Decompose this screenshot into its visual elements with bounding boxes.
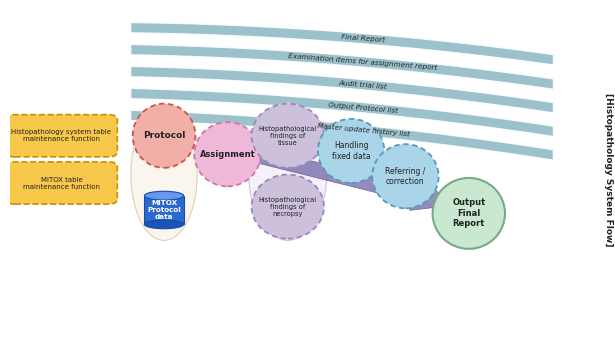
Text: Referring /
correction: Referring / correction	[385, 166, 426, 186]
Ellipse shape	[194, 122, 261, 186]
Text: Output
Final
Report: Output Final Report	[452, 199, 485, 228]
Polygon shape	[131, 45, 554, 89]
FancyBboxPatch shape	[6, 115, 117, 157]
Polygon shape	[259, 148, 457, 211]
Text: Assignment: Assignment	[199, 150, 255, 159]
Ellipse shape	[145, 220, 184, 229]
FancyBboxPatch shape	[6, 162, 117, 204]
Text: Master update history list: Master update history list	[317, 123, 410, 138]
Text: Final Report: Final Report	[341, 34, 385, 43]
Polygon shape	[131, 66, 554, 113]
Text: Histopathological
findings of
necropsy: Histopathological findings of necropsy	[259, 197, 317, 217]
FancyBboxPatch shape	[145, 196, 184, 224]
Ellipse shape	[252, 104, 324, 168]
Text: Protocol: Protocol	[143, 131, 185, 140]
Text: [Histopathology System Flow]: [Histopathology System Flow]	[605, 93, 613, 246]
Ellipse shape	[131, 109, 197, 240]
Ellipse shape	[248, 102, 327, 240]
Text: Histopathology system table
maintenance function: Histopathology system table maintenance …	[12, 129, 111, 142]
Ellipse shape	[318, 119, 384, 183]
Ellipse shape	[372, 144, 438, 208]
Text: MiTOX
Protocol
data: MiTOX Protocol data	[147, 200, 181, 220]
Polygon shape	[131, 111, 554, 160]
Text: Audit trial list: Audit trial list	[339, 80, 387, 90]
Text: Output Protocol list: Output Protocol list	[328, 102, 399, 114]
Text: Handling
fixed data: Handling fixed data	[332, 141, 370, 161]
Ellipse shape	[133, 104, 196, 168]
Ellipse shape	[145, 191, 184, 200]
Polygon shape	[131, 23, 554, 65]
Ellipse shape	[432, 178, 505, 249]
Text: Histopathological
findings of
tissue: Histopathological findings of tissue	[259, 126, 317, 146]
Ellipse shape	[252, 175, 324, 239]
Polygon shape	[131, 88, 554, 136]
Text: MiTOX table
maintenance function: MiTOX table maintenance function	[23, 177, 100, 190]
Text: Examination items for assignment report: Examination items for assignment report	[288, 53, 438, 71]
